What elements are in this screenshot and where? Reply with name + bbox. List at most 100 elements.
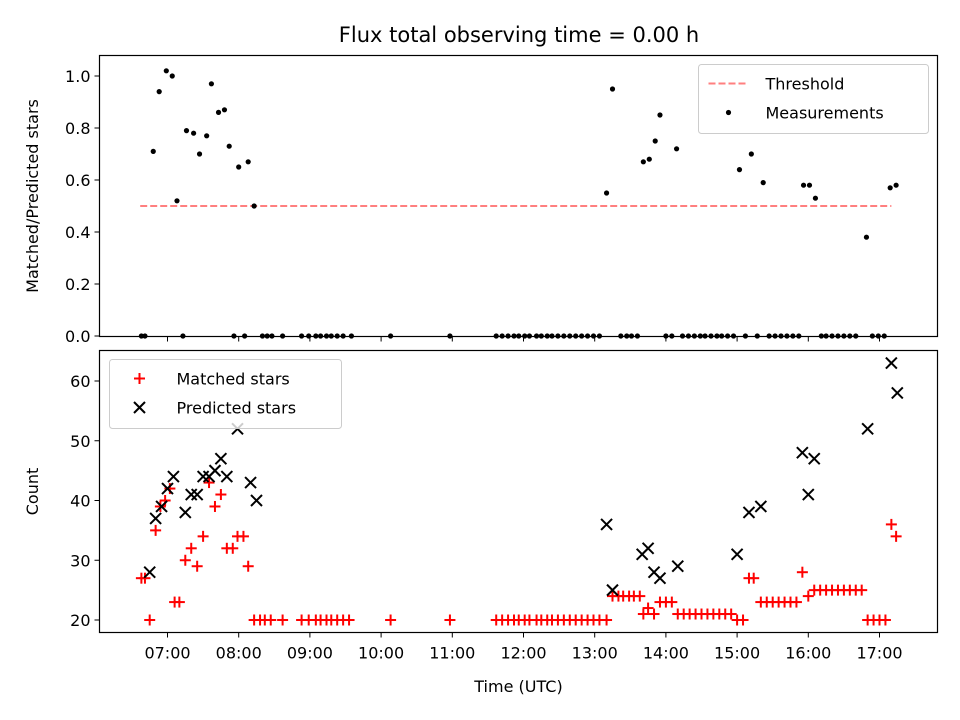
x-tick-label: 14:00 bbox=[643, 644, 689, 663]
x-b bbox=[179, 506, 192, 519]
predicted-star-point bbox=[653, 571, 667, 585]
matched-star-point bbox=[385, 614, 397, 626]
measurement-point bbox=[191, 130, 197, 136]
top-panel: 0.0 0.2 0.4 0.6 0.8 1.0 Matched/Predicted star… bbox=[23, 54, 939, 346]
y-tick-label: 0.2 bbox=[65, 275, 90, 294]
x-tick-label: 13:00 bbox=[572, 644, 618, 663]
matched-star-point bbox=[790, 596, 802, 608]
matched-star-point bbox=[885, 518, 897, 530]
measurement-point bbox=[760, 180, 766, 186]
predicted-star-point bbox=[861, 422, 874, 436]
measurement-point bbox=[156, 89, 162, 95]
matched-star-point bbox=[209, 500, 221, 512]
matched-star-point bbox=[634, 590, 646, 602]
matched-star-point bbox=[215, 489, 227, 501]
predicted-star-point bbox=[742, 506, 756, 519]
x-b bbox=[214, 452, 228, 465]
matched-star-point bbox=[173, 596, 185, 608]
legend-label: Threshold bbox=[765, 75, 845, 94]
y-tick-label: 0.6 bbox=[65, 171, 90, 190]
x-tick-label: 17:00 bbox=[856, 644, 902, 663]
measurement-point bbox=[887, 185, 893, 191]
predicted-star-point bbox=[802, 488, 815, 501]
legend-box bbox=[109, 359, 342, 429]
x-tick-label: 16:00 bbox=[785, 644, 831, 663]
matched-star-point bbox=[197, 530, 209, 542]
legend-label: Matched stars bbox=[177, 370, 290, 389]
x-b bbox=[133, 401, 146, 414]
measurement-point bbox=[657, 112, 663, 118]
measurement-point bbox=[163, 68, 169, 74]
x-tick-label: 12:00 bbox=[500, 644, 546, 663]
measurement-point bbox=[603, 190, 610, 196]
x-b bbox=[891, 386, 904, 400]
x-b bbox=[885, 356, 898, 370]
x-b bbox=[653, 571, 667, 585]
matched-star-point bbox=[179, 554, 191, 566]
x-b bbox=[244, 476, 257, 489]
predicted-star-point bbox=[208, 464, 222, 477]
measurement-point bbox=[215, 109, 222, 115]
matched-star-point bbox=[444, 614, 456, 626]
y-tick-label: 20 bbox=[70, 611, 90, 630]
matched-star-point bbox=[150, 524, 162, 536]
measurement-point bbox=[204, 133, 210, 139]
predicted-star-point bbox=[179, 506, 192, 519]
predicted-star-point bbox=[220, 470, 234, 483]
legend-predicted-swatch bbox=[133, 401, 146, 414]
axes-frame bbox=[98, 54, 939, 338]
predicted-star-point bbox=[600, 518, 613, 531]
matched-star-point bbox=[642, 602, 654, 614]
measurement-point bbox=[806, 182, 813, 188]
predicted-star-point bbox=[155, 500, 168, 513]
measurement-point bbox=[893, 182, 899, 188]
x-b bbox=[641, 542, 655, 555]
axes-frame bbox=[98, 349, 939, 634]
predicted-star-point bbox=[244, 476, 257, 489]
predicted-star-point bbox=[250, 494, 263, 507]
matched-star-point bbox=[637, 608, 649, 620]
measurement-point bbox=[174, 198, 180, 204]
measurement-point bbox=[196, 151, 203, 157]
x-b bbox=[161, 482, 174, 495]
matched-star-point bbox=[796, 566, 808, 578]
matched-star-point bbox=[890, 530, 902, 542]
x-b bbox=[808, 452, 821, 465]
x-b bbox=[220, 470, 234, 483]
predicted-star-point bbox=[891, 386, 904, 400]
matched-star-point bbox=[725, 608, 737, 620]
matched-star-point bbox=[802, 590, 814, 602]
x-b bbox=[143, 565, 156, 579]
matched-star-point bbox=[343, 614, 355, 626]
measurement-point bbox=[652, 138, 658, 144]
measurement-point bbox=[640, 159, 646, 165]
x-axis-label: Time (UTC) bbox=[473, 677, 562, 696]
predicted-star-point bbox=[143, 565, 156, 579]
matched-star-point bbox=[277, 614, 289, 626]
series-predicted-stars bbox=[143, 356, 904, 597]
measurement-point bbox=[673, 146, 680, 152]
y-tick-label: 40 bbox=[70, 492, 90, 511]
legend-box bbox=[698, 64, 929, 134]
legend-measurement-swatch bbox=[725, 109, 732, 116]
matched-star-point bbox=[191, 560, 203, 572]
predicted-star-point bbox=[730, 548, 744, 561]
bottom-panel: 07:00 08:00 09:00 10:00 11:00 12:00 13:00 14:00… bbox=[23, 349, 939, 696]
predicted-star-point bbox=[796, 446, 809, 459]
x-b bbox=[730, 548, 744, 561]
x-b bbox=[155, 500, 168, 513]
x-b bbox=[250, 494, 263, 507]
measurement-point bbox=[183, 128, 190, 134]
matched-star-point bbox=[879, 614, 891, 626]
x-tick-label: 15:00 bbox=[714, 644, 760, 663]
matched-star-point bbox=[185, 542, 197, 554]
x-b bbox=[754, 500, 768, 513]
matched-star-point bbox=[748, 572, 760, 584]
measurement-point bbox=[863, 234, 870, 240]
predicted-star-point bbox=[167, 470, 180, 483]
measurement-point bbox=[221, 107, 228, 113]
matched-star-point bbox=[856, 584, 868, 596]
x-b bbox=[796, 446, 809, 459]
measurement-point bbox=[812, 195, 819, 201]
